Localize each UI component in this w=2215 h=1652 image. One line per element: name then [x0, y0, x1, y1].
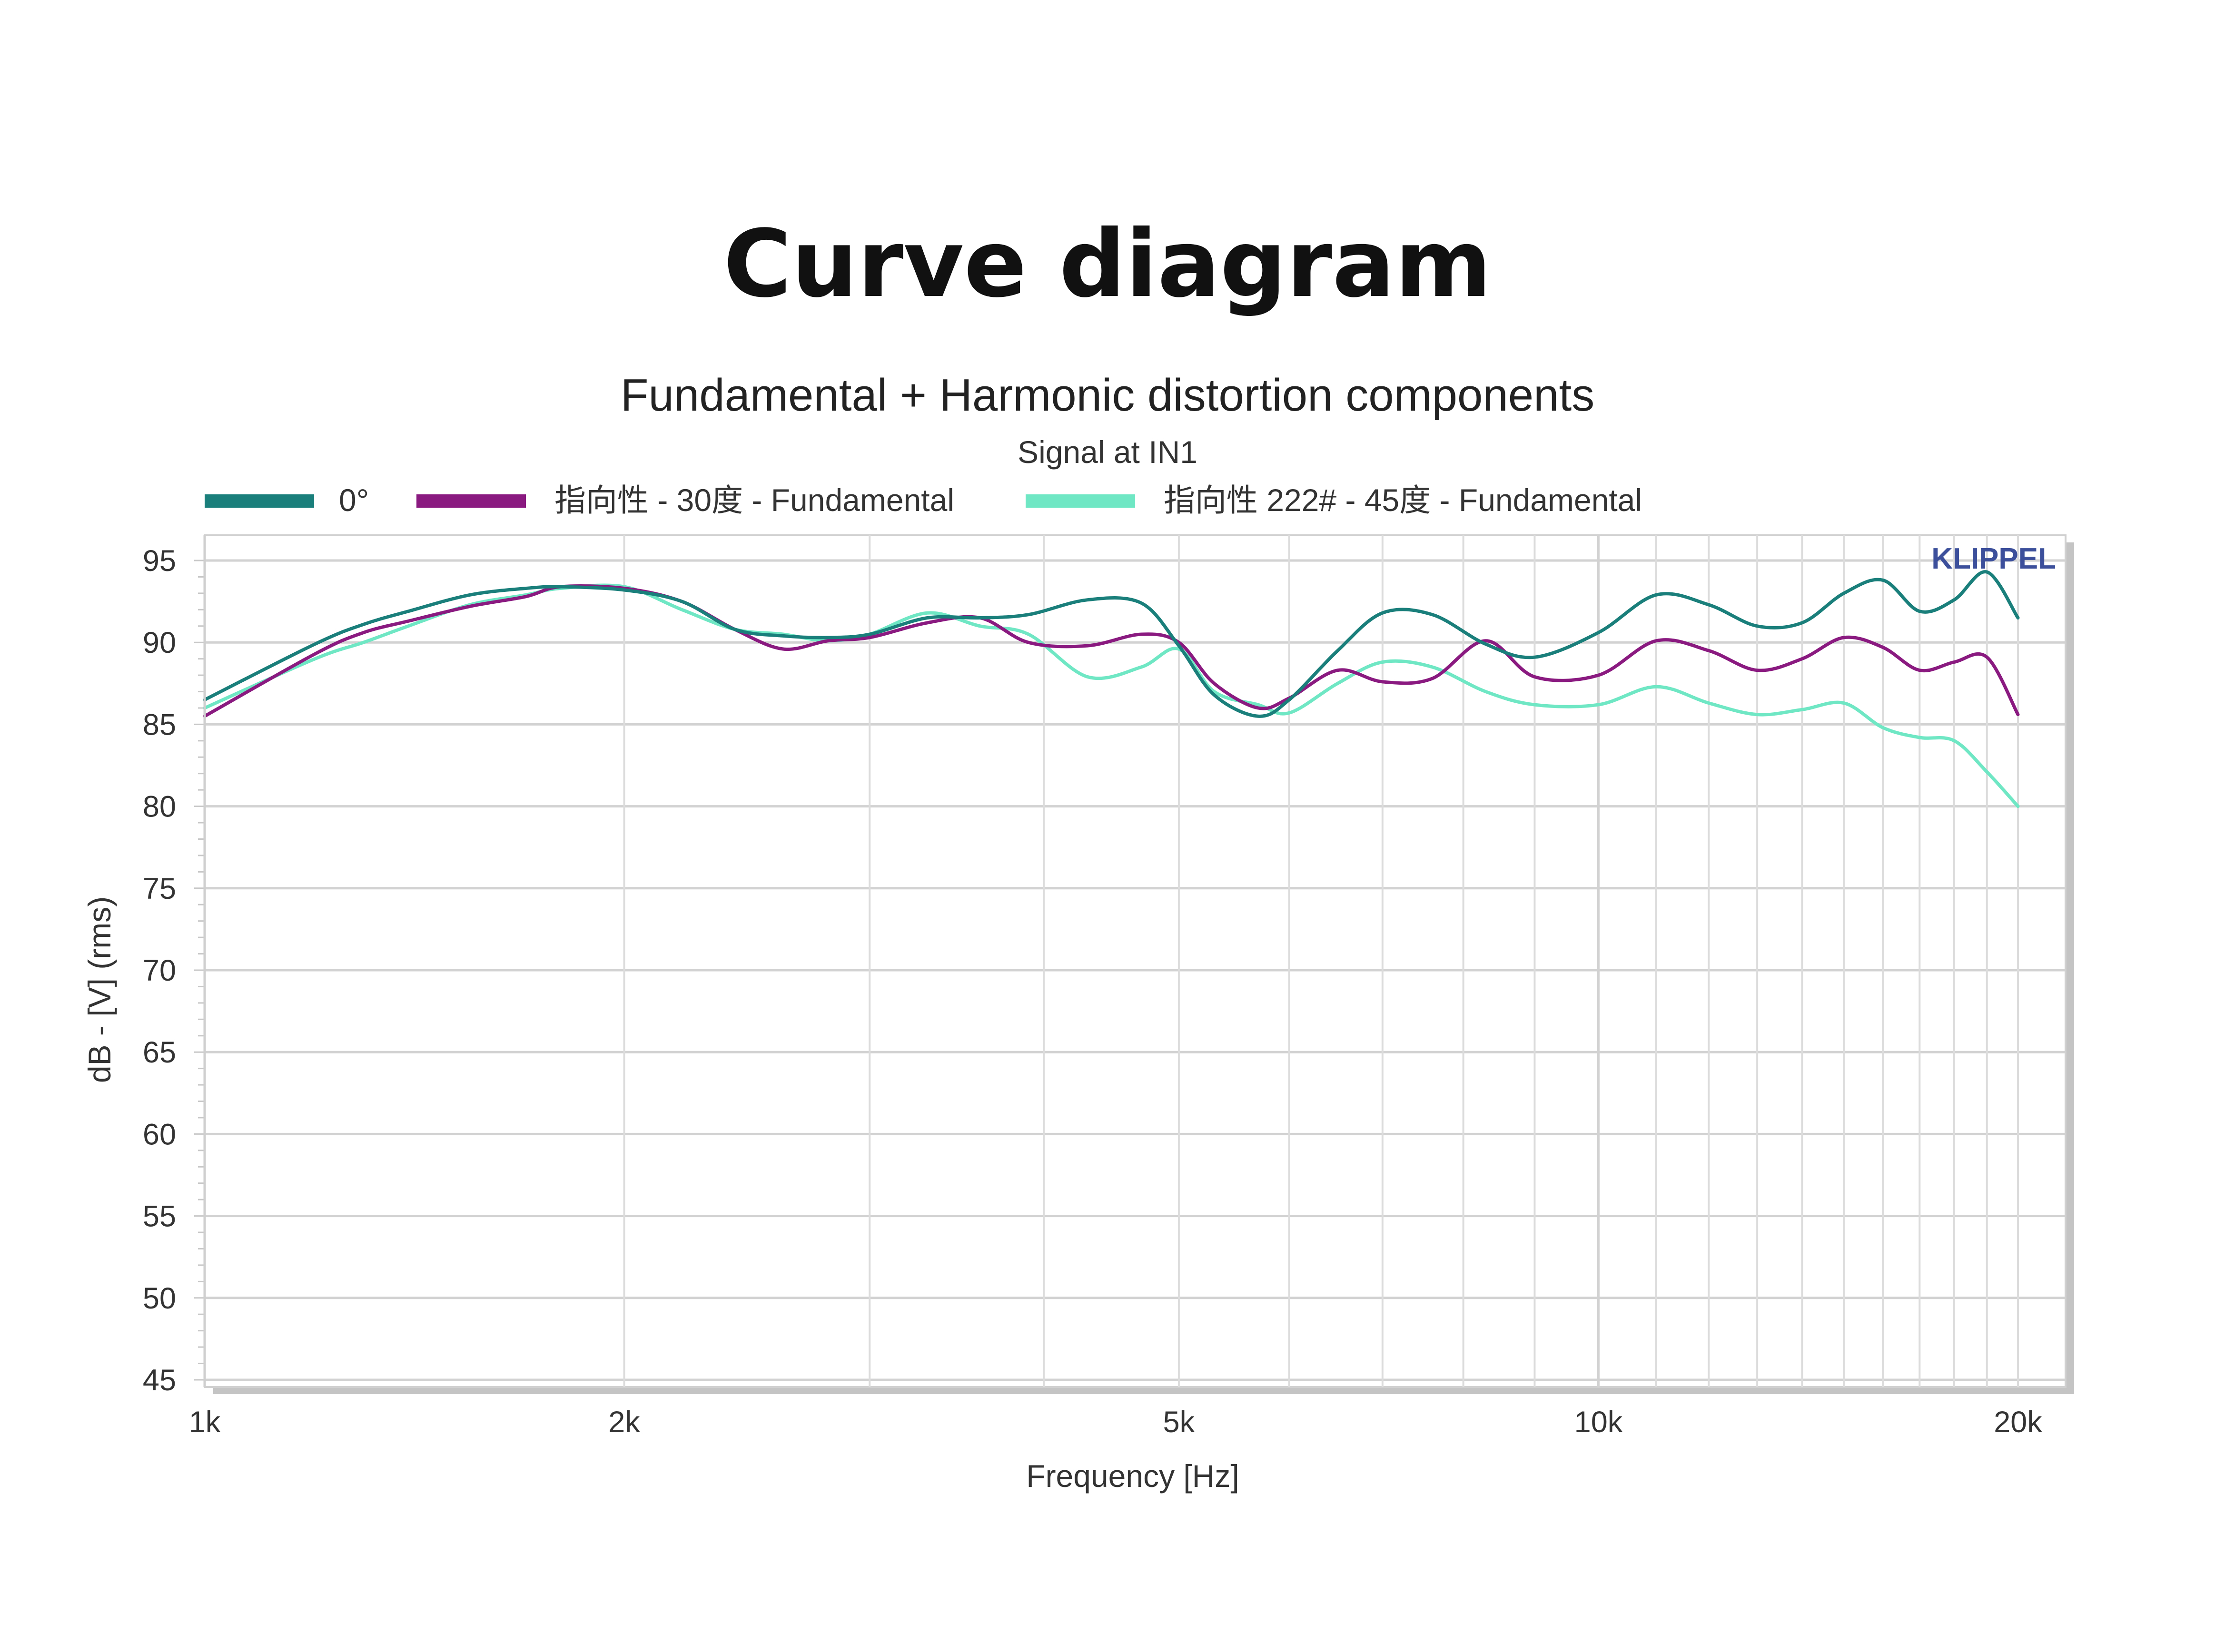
series-line-0 — [203, 570, 2020, 718]
y-tick-label: 85 — [143, 708, 176, 741]
y-tick-label: 70 — [143, 954, 176, 987]
legend-label-2: 指向性 222# - 45度 - Fundamental — [1164, 482, 1642, 518]
x-tick-label: 1k — [189, 1406, 221, 1439]
y-tick-label: 45 — [143, 1364, 176, 1397]
plot-area — [204, 534, 2067, 1388]
y-tick-label: 90 — [143, 626, 176, 659]
klippel-watermark: KLIPPEL — [1931, 542, 2056, 575]
y-tick-label: 75 — [143, 872, 176, 905]
y-axis-label: dB - [V] (rms) — [82, 896, 117, 1083]
x-axis-label: Frequency [Hz] — [1026, 1458, 1239, 1494]
chart-subtitle: Signal at IN1 — [1018, 434, 1197, 470]
legend-label-1: 指向性 - 30度 - Fundamental — [554, 482, 954, 518]
page-heading: Curve diagram — [723, 210, 1492, 318]
legend-label-0: 0° — [339, 482, 369, 518]
chart-title: Fundamental + Harmonic distortion compon… — [621, 370, 1594, 421]
legend: 0° 指向性 - 30度 - Fundamental 指向性 222# - 45… — [205, 482, 1642, 518]
y-tick-label: 55 — [143, 1200, 176, 1233]
legend-item-0: 0° — [205, 482, 369, 518]
legend-item-1: 指向性 - 30度 - Fundamental — [416, 482, 954, 518]
y-tick-label: 65 — [143, 1036, 176, 1069]
x-tick-label: 5k — [1163, 1406, 1195, 1439]
x-tick-label: 20k — [1994, 1406, 2042, 1439]
y-axis-ticks: 95 90 85 80 75 70 65 60 55 50 45 — [143, 544, 205, 1397]
legend-item-2: 指向性 222# - 45度 - Fundamental — [1026, 482, 1642, 518]
y-tick-label: 95 — [143, 544, 176, 578]
y-tick-label: 50 — [143, 1282, 176, 1315]
series-layer — [203, 570, 2020, 808]
y-tick-label: 80 — [143, 790, 176, 824]
x-tick-label: 10k — [1574, 1406, 1623, 1439]
y-tick-label: 60 — [143, 1118, 176, 1151]
x-axis-ticks: 1k 2k 5k 10k 20k — [189, 1406, 2043, 1439]
x-tick-label: 2k — [608, 1406, 640, 1439]
